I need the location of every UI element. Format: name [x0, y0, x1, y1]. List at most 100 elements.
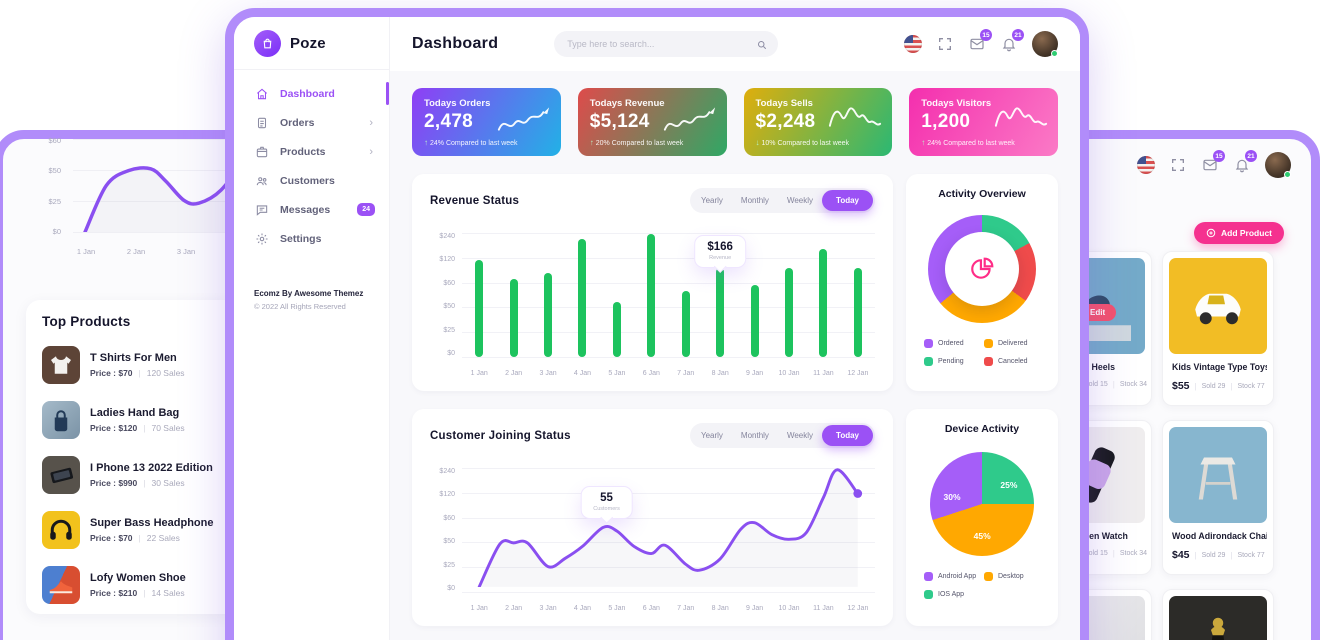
y-tick-label: $60: [443, 279, 455, 287]
product-thumbnail-shoe: [42, 566, 80, 604]
top-product-row[interactable]: Lofy Women Shoe Price : $210 | 14 Sales: [42, 566, 228, 604]
chevron-right-icon: ›: [369, 116, 373, 129]
tab-weekly[interactable]: Weekly: [786, 431, 814, 440]
product-card-wood-adirondack-chair[interactable]: Wood Adirondack Chair $45 | Sold 29 | Stock 7…: [1162, 420, 1274, 575]
fullscreen-icon[interactable]: [936, 35, 954, 53]
pie-chart-icon: [971, 257, 994, 279]
x-tick-label: 5 Jan: [608, 370, 626, 377]
top-product-row[interactable]: T Shirts For Men Price : $70 | 120 Sales: [42, 346, 228, 384]
device-pie-chart: 25% 45% 30%: [930, 452, 1034, 556]
mail-icon[interactable]: 15: [968, 29, 992, 53]
y-tick-label: $0: [447, 584, 455, 592]
divider: |: [1230, 550, 1233, 560]
tab-weekly[interactable]: Weekly: [786, 196, 814, 205]
product-thumbnail-bag: [42, 401, 80, 439]
bell-icon[interactable]: 21: [1233, 150, 1257, 174]
y-tick-label: $25: [443, 326, 455, 334]
top-product-row[interactable]: Ladies Hand Bag Price : $120 | 70 Sales: [42, 401, 228, 439]
search-icon[interactable]: [756, 38, 768, 50]
tab-monthly[interactable]: Monthly: [740, 196, 769, 205]
fullscreen-icon[interactable]: [1169, 156, 1187, 174]
stat-card-todays-orders[interactable]: Todays Orders 2,478 ↑ 24% Compared to last …: [412, 88, 561, 156]
product-stock: Stock 34: [1119, 550, 1147, 557]
mail-badge: 15: [1213, 150, 1225, 162]
stat-card-todays-sells[interactable]: Todays Sells $2,248 ↓ 10% Compared to last …: [743, 88, 893, 156]
tab-yearly[interactable]: Yearly: [700, 196, 723, 205]
tab-today-active[interactable]: Today: [822, 190, 873, 211]
x-tick-label: 5 Jan: [608, 605, 626, 612]
sidebar-item-messages[interactable]: Messages 24: [234, 195, 389, 224]
product-thumbnail-phone: [42, 456, 80, 494]
sidebar-item-products[interactable]: Products ›: [234, 137, 389, 166]
add-product-label: Add Product: [1221, 228, 1272, 238]
divider: |: [143, 423, 146, 433]
stat-card-label: Todays Visitors: [921, 98, 992, 109]
user-avatar[interactable]: [1032, 31, 1058, 57]
sparkline-icon: [661, 100, 719, 136]
product-price: Price : $70: [90, 533, 133, 543]
sidebar-item-label: Messages: [280, 203, 331, 216]
x-tick-label: 1 Jan: [76, 247, 96, 256]
x-tick-label: 4 Jan: [573, 370, 592, 377]
settings-icon: [255, 232, 269, 246]
trend-up-icon: ↑: [921, 138, 926, 147]
divider: |: [1194, 381, 1197, 391]
product-price: Price : $120: [90, 423, 138, 433]
products-icon: [255, 145, 269, 159]
customers-icon: [255, 174, 269, 188]
search-input[interactable]: [554, 31, 779, 57]
brand-logo[interactable]: Poze: [234, 17, 389, 70]
legend-label: Desktop: [998, 573, 1024, 580]
add-product-button[interactable]: Add Product: [1194, 222, 1284, 244]
sidebar-item-label: Orders: [280, 116, 315, 129]
y-tick-label: $240: [439, 233, 455, 240]
legend-swatch: [924, 339, 933, 348]
x-tick-label: 10 Jan: [778, 605, 800, 612]
divider: |: [138, 368, 141, 378]
tab-today-active[interactable]: Today: [822, 425, 873, 446]
divider: |: [1194, 550, 1197, 560]
revenue-bar-12-jan: [841, 233, 875, 357]
mail-icon[interactable]: 15: [1201, 150, 1225, 174]
us-flag-icon[interactable]: [1137, 156, 1155, 174]
product-card-kids-vintage-type-toys-car[interactable]: Kids Vintage Type Toys Car $55 | Sold 29 | St…: [1162, 251, 1274, 406]
x-tick-label: 2 Jan: [505, 370, 523, 377]
pie-label-desktop: 45%: [973, 531, 991, 542]
sidebar-item-orders[interactable]: Orders ›: [234, 108, 389, 137]
sidebar-item-settings[interactable]: Settings: [234, 224, 389, 253]
pie-label-android: 30%: [943, 491, 961, 502]
legend-item-ios-app: IOS App: [924, 590, 980, 599]
top-product-row[interactable]: Super Bass Headphone Price : $70 | 22 Sales: [42, 511, 228, 549]
stat-card-delta: ↑ 24% Compared to last week: [424, 138, 518, 147]
x-tick-label: 1 Jan: [470, 605, 488, 612]
tab-monthly[interactable]: Monthly: [740, 431, 769, 440]
legend-item-pending: Pending: [924, 357, 980, 366]
us-flag-icon[interactable]: [904, 35, 922, 53]
product-card[interactable]: [1162, 589, 1274, 640]
tab-yearly[interactable]: Yearly: [700, 431, 723, 440]
y-tick-label: $240: [439, 468, 455, 475]
legend-label: Pending: [938, 358, 964, 365]
product-thumbnail-headphone: [42, 511, 80, 549]
stat-card-value: 1,200: [921, 111, 971, 132]
user-avatar[interactable]: [1265, 152, 1291, 178]
product-stock: Stock 77: [1237, 382, 1265, 390]
activity-overview-title: Activity Overview: [938, 188, 1026, 200]
trend-up-icon: ↑: [589, 138, 594, 147]
y-tick-label: $50: [443, 303, 455, 311]
sidebar-item-dashboard[interactable]: Dashboard: [234, 79, 389, 108]
bell-icon[interactable]: 21: [1000, 29, 1024, 53]
revenue-tooltip: $166 Revenue: [694, 235, 746, 268]
x-tick-label: 9 Jan: [746, 370, 764, 377]
stat-card-todays-visitors[interactable]: Todays Visitors 1,200 ↑ 24% Compared to las…: [909, 88, 1058, 156]
x-tick-label: 3 Jan: [539, 370, 557, 377]
stat-card-todays-revenue[interactable]: Todays Revenue $5,124 ↑ 20% Compared to las…: [577, 88, 727, 156]
product-stock: Stock 77: [1237, 551, 1265, 559]
y-tick-label: $60: [443, 514, 455, 522]
x-tick-label: 6 Jan: [642, 605, 660, 612]
top-product-row[interactable]: I Phone 13 2022 Edition Price : $990 | 30 S…: [42, 456, 228, 494]
sidebar-item-customers[interactable]: Customers: [234, 166, 389, 195]
product-sold: Sold 15: [1084, 381, 1108, 388]
